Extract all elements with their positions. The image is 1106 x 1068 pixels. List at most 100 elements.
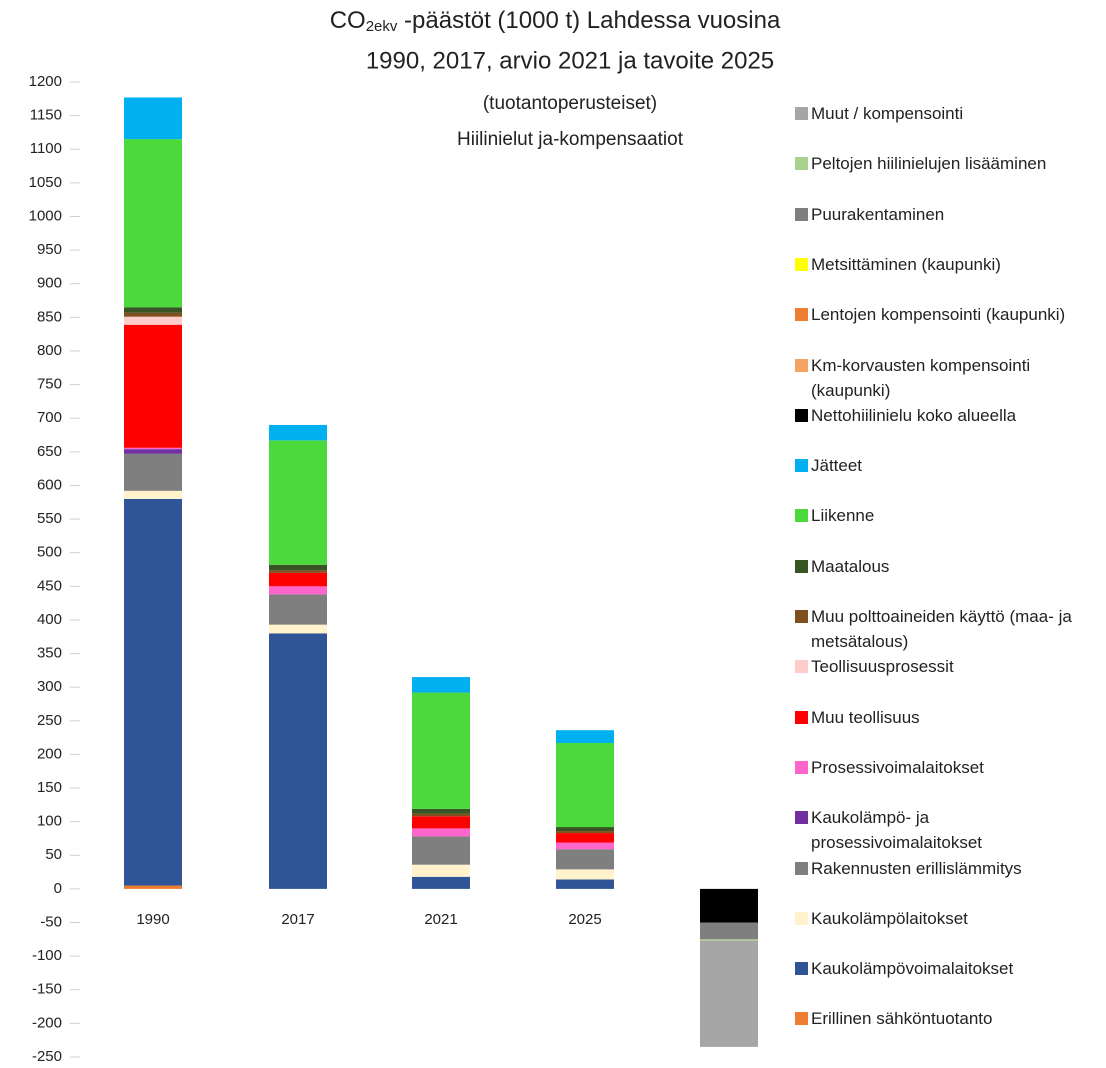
y-tick-label: 1050 (29, 174, 62, 191)
bar-segment (124, 97, 182, 140)
bar-segment (412, 816, 470, 829)
bar-segment (700, 939, 758, 941)
subtitle: (tuotantoperusteiset) (483, 93, 657, 114)
legend-swatch (795, 660, 808, 674)
bar-segment (124, 453, 182, 491)
legend-label: Liikenne (811, 506, 875, 526)
legend-swatch (795, 962, 808, 976)
bar-segment (269, 424, 327, 441)
bar-segment (124, 139, 182, 308)
y-tick-label: 550 (37, 510, 62, 527)
bar-segment (269, 572, 327, 587)
bar-segment (412, 836, 470, 865)
legend-item: Erillinen sähköntuotanto (795, 1006, 1095, 1031)
legend-label: Jätteet (811, 456, 863, 476)
legend-label: Kaukolämpö- ja prosessivoimalaitokset (811, 808, 983, 853)
bar-segment (269, 633, 327, 889)
legend-item: Kaukolämpölaitokset (795, 906, 1095, 931)
bar-segment (556, 842, 614, 850)
legend-item: Kaukolämpövoimalaitokset (795, 956, 1095, 981)
legend-label: Lentojen kompensointi (kaupunki) (811, 305, 1066, 325)
y-tick-label: 200 (37, 745, 62, 762)
y-tick-label: 950 (37, 241, 62, 258)
y-tick-label: 500 (37, 544, 62, 561)
bar-segment (124, 316, 182, 325)
legend-label: Muut / kompensointi (811, 104, 964, 123)
subtitle: Hiilinielut ja-kompensaatiot (457, 129, 684, 150)
legend-swatch (795, 408, 808, 422)
legend-item: Liikenne (795, 503, 1095, 528)
legend-item: Prosessivoimalaitokset (795, 755, 1095, 780)
legend-label: Muu polttoaineiden käyttö (maa- ja metsä… (811, 607, 1072, 651)
legend-label: Erillinen sähköntuotanto (811, 1009, 993, 1029)
legend-swatch (795, 358, 808, 372)
bar-segment (124, 498, 182, 886)
legend-item: Lentojen kompensointi (kaupunki) (795, 302, 1095, 327)
bar-segment (269, 564, 327, 571)
bar-segment (269, 594, 327, 625)
bar-segment (700, 940, 758, 1047)
y-tick-label: 1150 (30, 107, 62, 124)
legend-label: Peltojen hiilinielujen lisääminen (811, 154, 1047, 174)
y-tick-label: 900 (37, 275, 62, 292)
bar-segment (124, 324, 182, 448)
x-tick-label: 2021 (424, 911, 457, 928)
bar-segment (556, 849, 614, 870)
legend-item: Jätteet (795, 453, 1095, 478)
legend-swatch (795, 509, 808, 523)
y-tick-label: 100 (37, 813, 62, 830)
y-tick-label: -200 (32, 1014, 62, 1031)
bar-segment (700, 922, 758, 940)
legend-label: Nettohiilinielu koko alueella (811, 405, 1017, 425)
legend-swatch (795, 760, 808, 774)
y-tick-label: 1000 (29, 207, 62, 224)
y-tick-label: 800 (37, 342, 62, 359)
y-tick-label: 50 (45, 846, 62, 863)
legend-item: Muu polttoaineiden käyttö (maa- ja metsä… (795, 604, 1095, 654)
y-tick-label: 1200 (29, 73, 62, 90)
title-part: CO (330, 7, 366, 34)
bar-segment (124, 312, 182, 317)
legend-swatch (795, 811, 808, 825)
bar-segment (269, 570, 327, 573)
bar-segment (556, 831, 614, 834)
legend-item: Nettohiilinielu koko alueella (795, 403, 1095, 428)
legend-item: Puurakentaminen (795, 202, 1095, 227)
legend-item: Teollisuusprosessit (795, 654, 1095, 679)
legend-swatch (795, 107, 808, 120)
legend-swatch (795, 157, 808, 171)
y-tick-label: -50 (40, 913, 62, 930)
bar-segment (412, 677, 470, 693)
legend-label: Maatalous (811, 556, 890, 576)
bar-segment (269, 440, 327, 565)
legend-item: Peltojen hiilinielujen lisääminen (795, 151, 1095, 176)
legend-label: Metsittäminen (kaupunki) (811, 254, 1001, 274)
bar-segment (556, 827, 614, 832)
bar-segment (124, 447, 182, 450)
legend-item: Metsittäminen (kaupunki) (795, 252, 1095, 277)
legend-label: Rakennusten erillislämmitys (811, 858, 1022, 878)
x-tick-label: 2025 (568, 911, 601, 928)
bar-segment (124, 307, 182, 313)
y-tick-label: -250 (32, 1048, 62, 1065)
bar-segment (556, 869, 614, 880)
legend-swatch (795, 911, 808, 925)
legend-swatch (795, 710, 808, 724)
legend-swatch (795, 559, 808, 573)
bar-segment (412, 813, 470, 817)
legend-item: Muut / kompensointi (795, 101, 1095, 126)
bar-segment (269, 586, 327, 595)
bar-segment (124, 449, 182, 454)
bar-segment (412, 828, 470, 837)
legend-item: Maatalous (795, 554, 1095, 579)
y-tick-label: 650 (37, 443, 62, 460)
legend-swatch (795, 861, 808, 875)
legend-item: Kaukolämpö- ja prosessivoimalaitokset (795, 805, 1095, 855)
legend-label: Prosessivoimalaitokset (811, 757, 984, 777)
bar-segment (700, 888, 758, 923)
y-tick-label: 150 (37, 779, 62, 796)
legend-label: Teollisuusprosessit (811, 657, 954, 677)
y-tick-label: 1100 (30, 140, 62, 157)
bar-segment (412, 876, 470, 889)
